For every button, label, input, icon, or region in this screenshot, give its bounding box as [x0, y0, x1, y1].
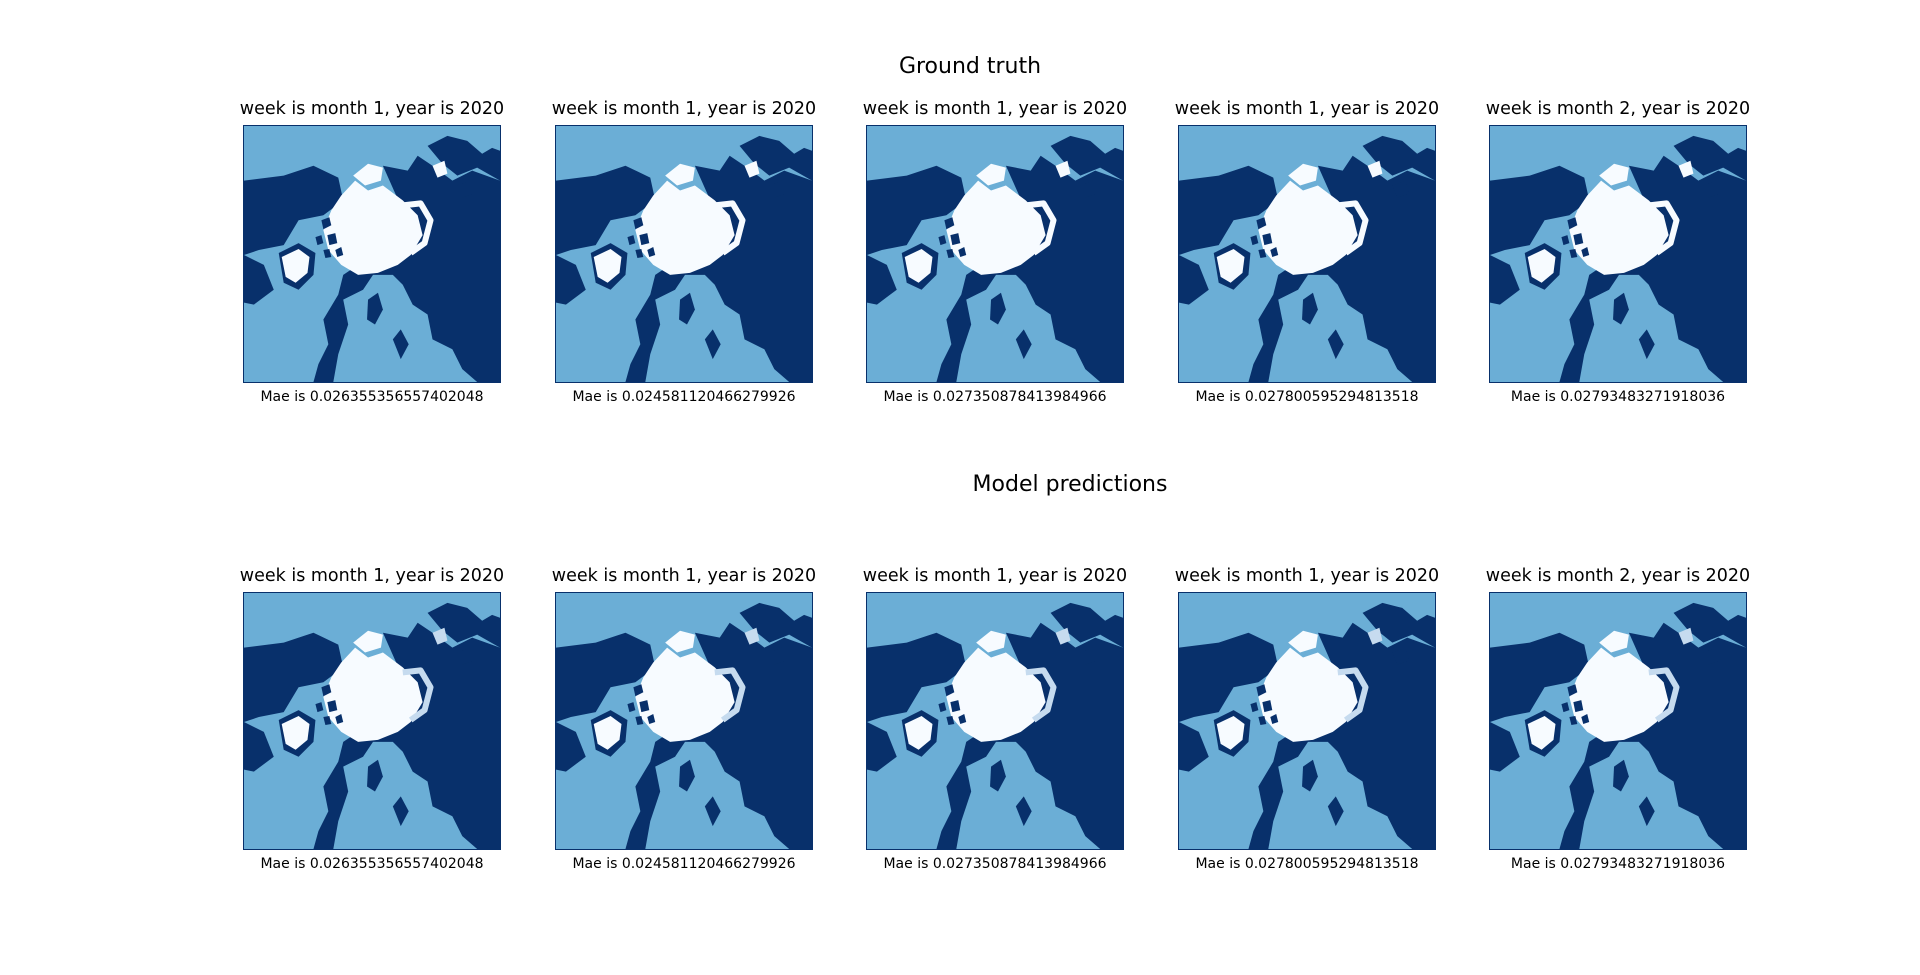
sea-ice-map — [1178, 125, 1436, 383]
prediction-panel-3: week is month 1, year is 2020 Mae is 0.0… — [863, 566, 1127, 872]
mae-caption: Mae is 0.026355356557402048 — [260, 389, 484, 405]
ground-truth-panel-5: week is month 2, year is 2020 Mae is 0.0… — [1486, 99, 1750, 405]
ground-truth-panel-2: week is month 1, year is 2020 Mae is 0.0… — [552, 99, 816, 405]
sea-ice-map — [866, 592, 1124, 850]
mae-caption: Mae is 0.027800595294813518 — [1195, 856, 1419, 872]
sea-ice-map — [1178, 592, 1436, 850]
mae-caption: Mae is 0.027350878413984966 — [883, 389, 1107, 405]
panel-title: week is month 1, year is 2020 — [1174, 566, 1440, 586]
ground-truth-panel-4: week is month 1, year is 2020 Mae is 0.0… — [1175, 99, 1439, 405]
ground-truth-panel-3: week is month 1, year is 2020 Mae is 0.0… — [863, 99, 1127, 405]
mae-caption: Mae is 0.027350878413984966 — [883, 856, 1107, 872]
mae-caption: Mae is 0.02793483271918036 — [1510, 389, 1726, 405]
panel-title: week is month 2, year is 2020 — [1485, 566, 1751, 586]
panel-title: week is month 1, year is 2020 — [1174, 99, 1440, 119]
panel-title: week is month 1, year is 2020 — [239, 99, 505, 119]
sea-ice-map — [243, 125, 501, 383]
prediction-panel-4: week is month 1, year is 2020 Mae is 0.0… — [1175, 566, 1439, 872]
panel-title: week is month 1, year is 2020 — [239, 566, 505, 586]
mae-caption: Mae is 0.027800595294813518 — [1195, 389, 1419, 405]
panel-title: week is month 2, year is 2020 — [1485, 99, 1751, 119]
ground-truth-title: Ground truth — [898, 54, 1042, 79]
mae-caption: Mae is 0.024581120466279926 — [572, 389, 796, 405]
sea-ice-map — [1489, 592, 1747, 850]
sea-ice-map — [243, 592, 501, 850]
ground-truth-panel-1: week is month 1, year is 2020 Mae is 0.0… — [240, 99, 504, 405]
sea-ice-map — [555, 592, 813, 850]
prediction-panel-5: week is month 2, year is 2020 Mae is 0.0… — [1486, 566, 1750, 872]
prediction-panel-1: week is month 1, year is 2020 Mae is 0.0… — [240, 566, 504, 872]
mae-caption: Mae is 0.02793483271918036 — [1510, 856, 1726, 872]
panel-title: week is month 1, year is 2020 — [862, 99, 1128, 119]
panel-title: week is month 1, year is 2020 — [551, 99, 817, 119]
mae-caption: Mae is 0.026355356557402048 — [260, 856, 484, 872]
prediction-panel-2: week is month 1, year is 2020 Mae is 0.0… — [552, 566, 816, 872]
sea-ice-map — [1489, 125, 1747, 383]
mae-caption: Mae is 0.024581120466279926 — [572, 856, 796, 872]
model-predictions-title: Model predictions — [972, 472, 1168, 497]
sea-ice-map — [555, 125, 813, 383]
panel-title: week is month 1, year is 2020 — [551, 566, 817, 586]
sea-ice-map — [866, 125, 1124, 383]
panel-title: week is month 1, year is 2020 — [862, 566, 1128, 586]
